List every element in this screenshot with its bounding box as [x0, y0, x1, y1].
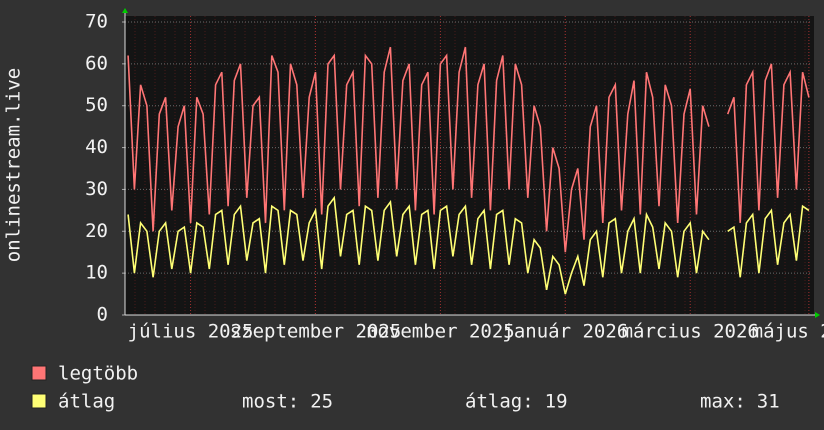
series-line	[127, 46, 710, 253]
series-line	[127, 195, 710, 295]
y-tick-label: 0	[97, 304, 108, 326]
x-tick-label: május 2026	[752, 321, 824, 343]
stat-label: átlag:	[465, 391, 534, 413]
y-tick-label: 60	[85, 52, 108, 74]
legend-swatch	[31, 365, 47, 381]
axis-arrow	[815, 312, 820, 318]
y-tick-label: 20	[85, 220, 108, 242]
x-tick-label: március 2026	[622, 321, 759, 343]
stat-label: max:	[700, 391, 746, 413]
x-tick-label: január 2026	[502, 321, 628, 343]
y-tick-label: 70	[85, 11, 108, 33]
legend-swatch	[31, 393, 47, 409]
x-tick-label: szeptember 2025	[230, 321, 402, 343]
stat-label: most:	[242, 391, 299, 413]
x-tick-label: július 2025	[128, 321, 254, 343]
legend-label: átlag	[58, 391, 115, 413]
axis-arrow	[122, 8, 128, 13]
y-tick-label: 10	[85, 262, 108, 284]
y-tick-label: 30	[85, 178, 108, 200]
stat-value: 31	[757, 391, 780, 413]
y-axis-label: onlinestream.live	[3, 68, 25, 262]
x-tick-label: november 2025	[366, 321, 515, 343]
legend-label: legtöbb	[58, 363, 138, 385]
y-tick-label: 50	[85, 94, 108, 116]
series-line	[726, 63, 810, 223]
stat-value: 25	[310, 391, 333, 413]
stat-value: 19	[545, 391, 568, 413]
series-line	[727, 204, 810, 278]
y-tick-label: 40	[85, 136, 108, 158]
